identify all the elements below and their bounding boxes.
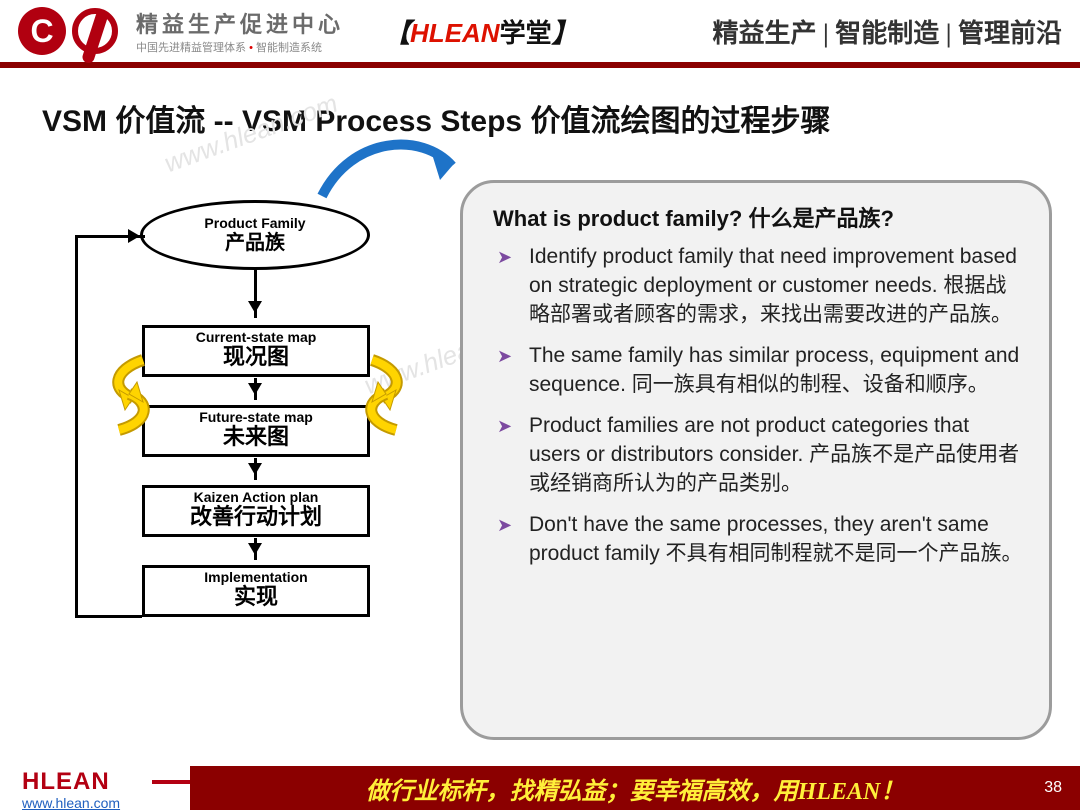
flow-step-1: Current-state map 现况图: [142, 325, 370, 377]
bracket-block: 【HLEAN学堂】: [384, 13, 578, 50]
header-tags: 精益生产 | 智能制造 | 管理前沿: [713, 13, 1062, 50]
flow-step-4: Implementation 实现: [142, 565, 370, 617]
loop-line-bottom: [75, 615, 142, 618]
main-area: www.hlean.com www.hlean.com Product Fami…: [0, 140, 1080, 750]
loop-line: [75, 235, 78, 615]
callout-bullet: Product families are not product categor…: [493, 412, 1025, 499]
footer: HLEAN www.hlean.com 做行业标杆，找精弘益；要幸福高效，用HL…: [0, 766, 1080, 810]
logo-ring-icon: [72, 8, 118, 54]
callout-heading: What is product family? 什么是产品族?: [493, 201, 1025, 233]
flow-diagram: Product Family 产品族 Current-state map 现况图…: [50, 200, 420, 660]
logo-block: C: [18, 7, 118, 55]
arrow-icon: [254, 538, 257, 560]
footer-url: www.hlean.com: [22, 796, 190, 810]
logo-c-icon: C: [18, 7, 66, 55]
flow-start: Product Family 产品族: [140, 200, 370, 270]
callout-list: Identify product family that need improv…: [493, 243, 1025, 569]
flow-step-3: Kaizen Action plan 改善行动计划: [142, 485, 370, 537]
arrow-icon: [254, 378, 257, 400]
footer-bar: 做行业标杆，找精弘益；要幸福高效，用HLEAN！ 38: [190, 766, 1080, 810]
brand-title: 精益生产促进中心: [136, 7, 344, 39]
brand-subtitle: 中国先进精益管理体系 • 智能制造系统: [136, 39, 344, 55]
brand-text: 精益生产促进中心 中国先进精益管理体系 • 智能制造系统: [136, 7, 344, 55]
flow-step-2: Future-state map 未来图: [142, 405, 370, 457]
page-title: VSM 价值流 -- VSM Process Steps 价值流绘图的过程步骤: [42, 96, 1080, 140]
footer-brand-name: HLEAN: [22, 768, 190, 796]
callout-panel: What is product family? 什么是产品族? Identify…: [460, 180, 1052, 740]
footer-slogan: 做行业标杆，找精弘益；要幸福高效，用HLEAN！: [366, 771, 905, 806]
flow-start-en: Product Family: [204, 216, 305, 231]
callout-bullet: Identify product family that need improv…: [493, 243, 1025, 330]
page-number: 38: [1044, 779, 1062, 797]
arrow-icon: [254, 458, 257, 480]
loop-arrow-top: [75, 235, 145, 238]
flow-start-cn: 产品族: [225, 232, 285, 254]
header: C 精益生产促进中心 中国先进精益管理体系 • 智能制造系统 【HLEAN学堂】…: [0, 0, 1080, 68]
callout-bullet: Don't have the same processes, they aren…: [493, 511, 1025, 569]
footer-brand: HLEAN www.hlean.com: [0, 766, 190, 810]
arrow-icon: [254, 270, 257, 318]
callout-bullet: The same family has similar process, equ…: [493, 342, 1025, 400]
